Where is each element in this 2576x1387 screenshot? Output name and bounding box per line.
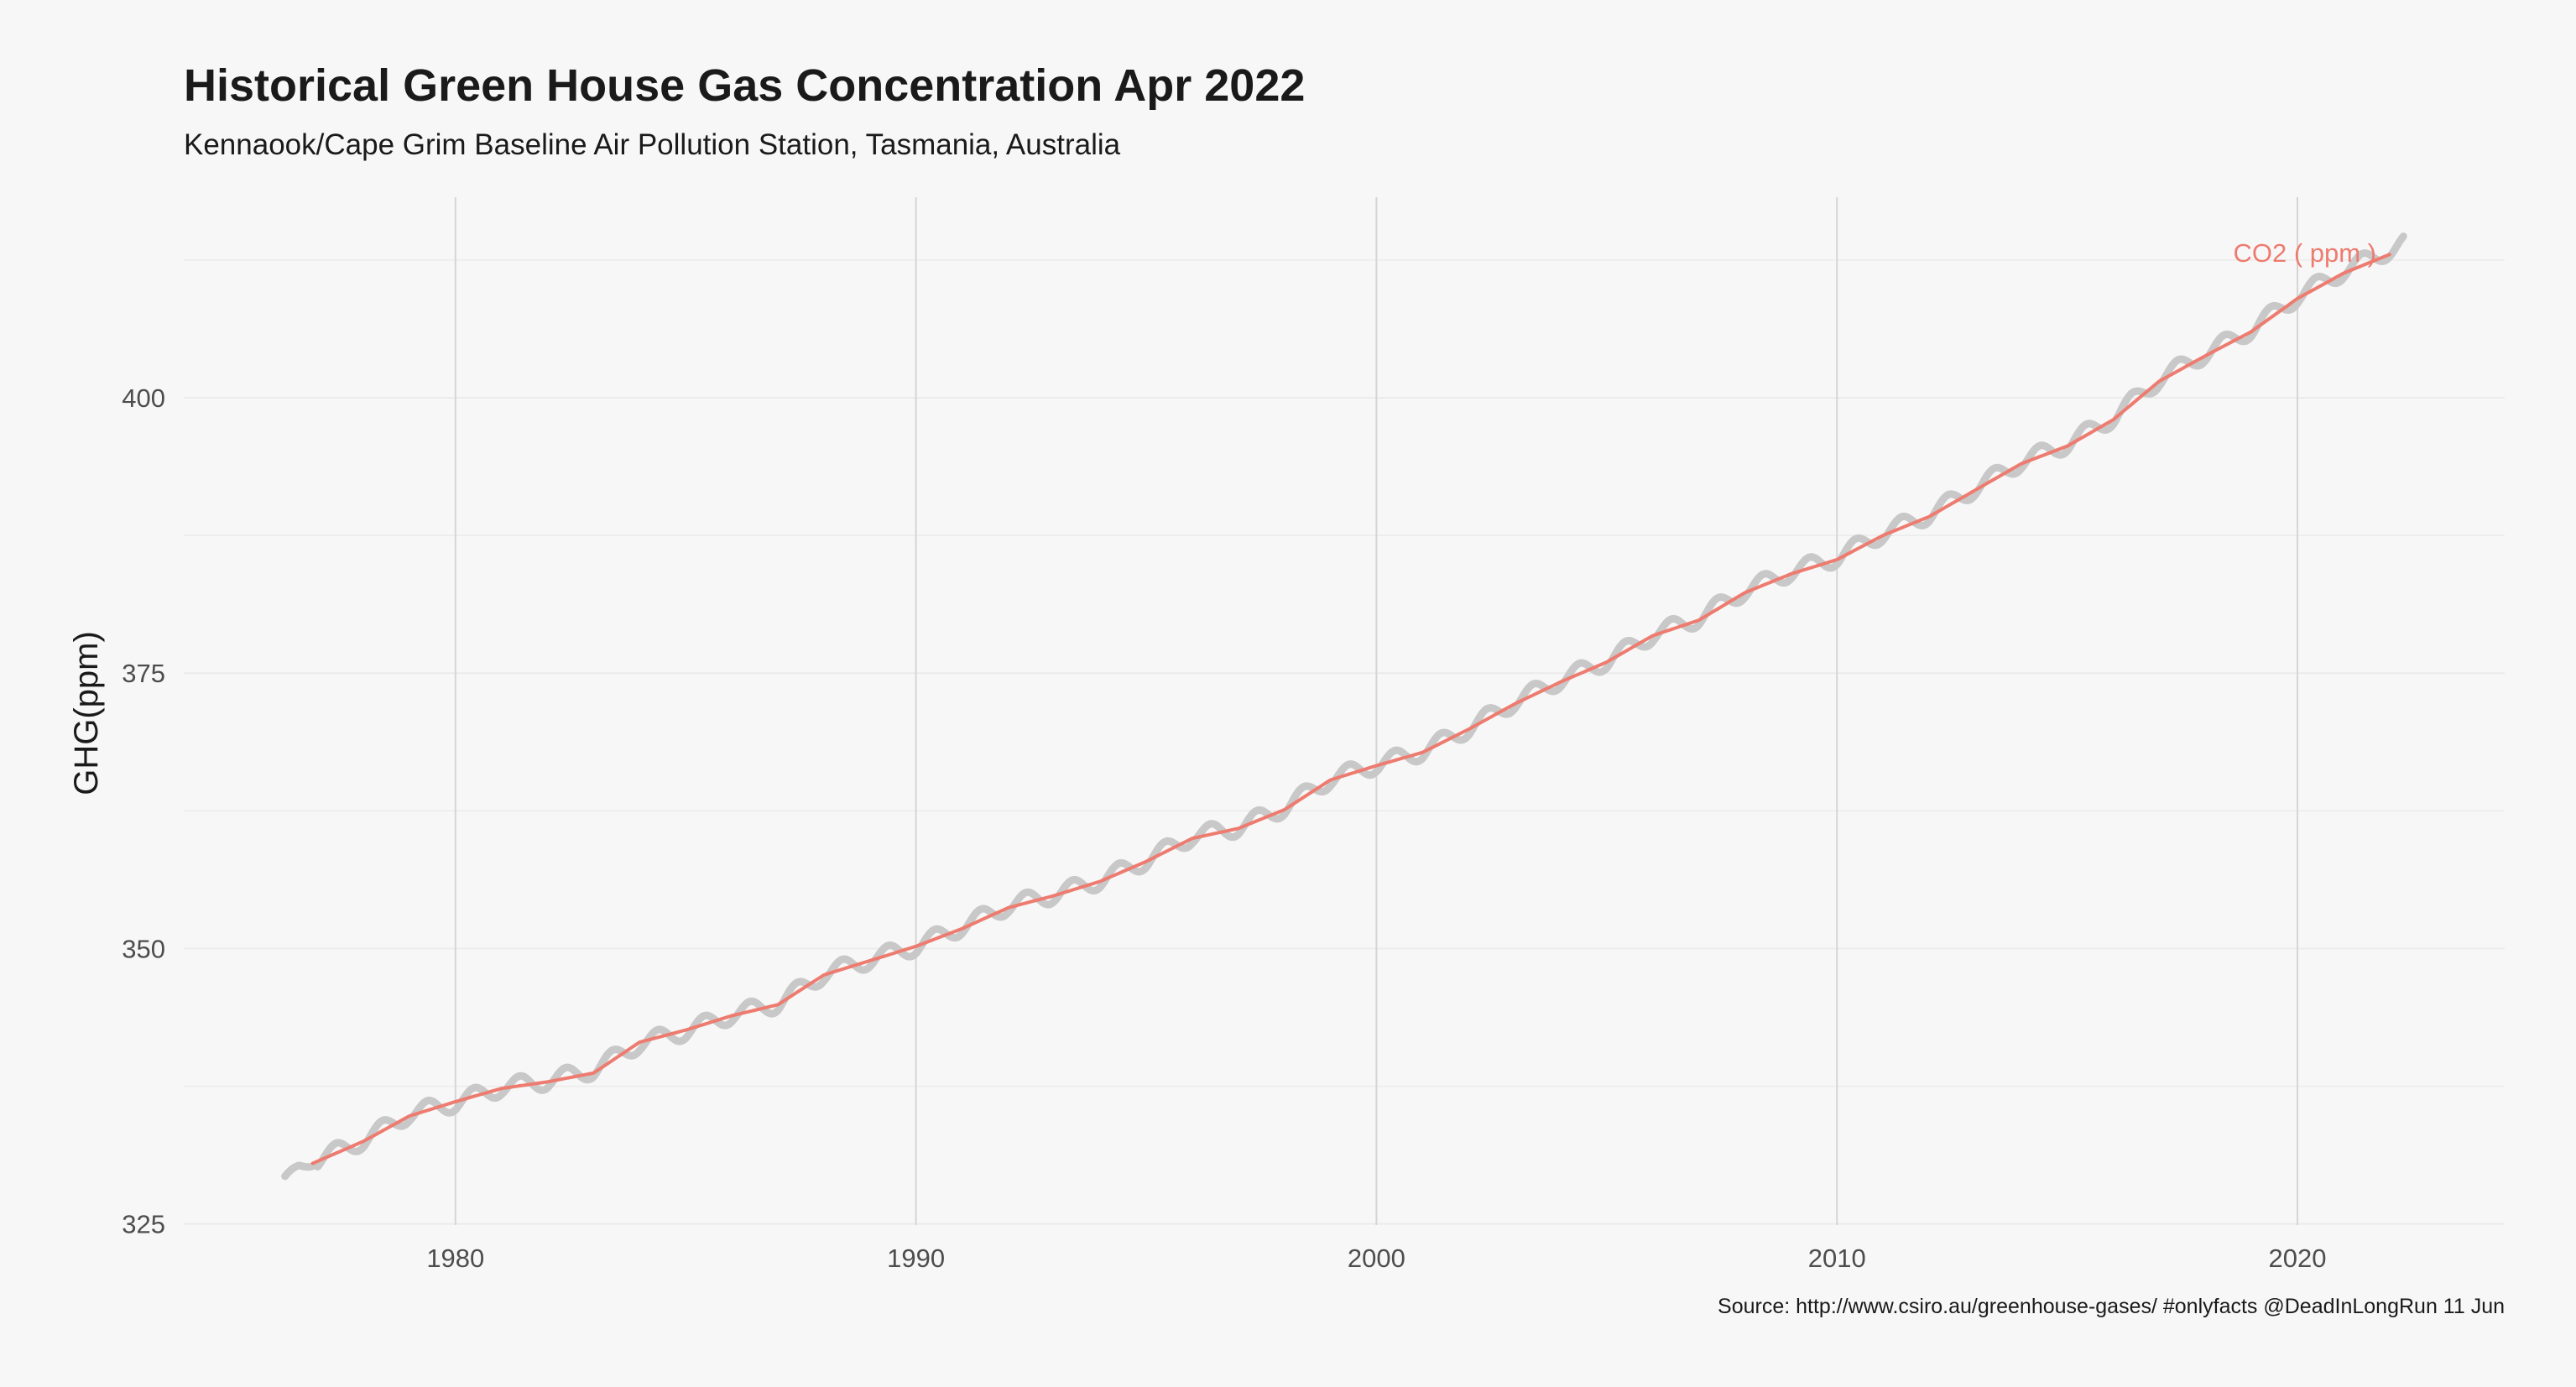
grid-major (184, 197, 2505, 1225)
x-tick-label-2000: 2000 (1348, 1244, 1405, 1273)
x-tick-label-2020: 2020 (2269, 1244, 2327, 1273)
y-tick-label-400: 400 (122, 383, 165, 413)
y-tick-label-350: 350 (122, 934, 165, 963)
y-tick-label-375: 375 (122, 659, 165, 688)
x-tick-labels: 1980 1990 2000 2010 2020 (426, 1244, 2326, 1273)
chart-subtitle: Kennaook/Cape Grim Baseline Air Pollutio… (184, 128, 1121, 161)
x-tick-label-1980: 1980 (426, 1244, 484, 1273)
series-line-raw (281, 232, 2407, 1181)
grid-minor (184, 259, 2505, 1087)
x-tick-label-2010: 2010 (1808, 1244, 1866, 1273)
chart-title: Historical Green House Gas Concentration… (184, 60, 1305, 111)
series-label-co2: CO2 ( ppm ) (2233, 238, 2376, 268)
smooth-series-layer (310, 253, 2391, 1165)
chart-caption: Source: http://www.csiro.au/greenhouse-g… (1718, 1295, 2505, 1318)
y-tick-label-325: 325 (122, 1210, 165, 1239)
raw-series-layer (281, 232, 2407, 1181)
y-tick-labels: 325 350 375 400 (122, 383, 165, 1239)
x-tick-label-1990: 1990 (887, 1244, 945, 1273)
y-axis-label: GHG(ppm) (68, 631, 105, 795)
series-line-co2 (310, 253, 2391, 1165)
